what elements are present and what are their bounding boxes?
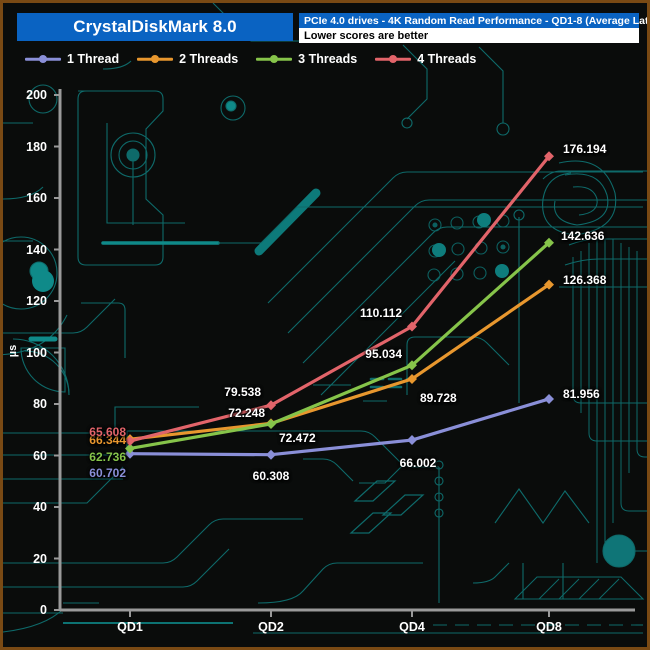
- y-tick-label: 140: [26, 242, 47, 257]
- chart-legend: 1 Thread 2 Threads 3 Threads 4 Threads: [25, 50, 494, 68]
- data-label-2-threads-qd1: 66.344: [89, 433, 126, 448]
- data-point-2-threads-qd4[interactable]: [407, 373, 417, 384]
- data-label-2-threads-qd2: 72.472: [279, 431, 316, 446]
- data-point-1-thread-qd8[interactable]: [544, 393, 554, 404]
- chart-subtitle: PCIe 4.0 drives - 4K Random Read Perform…: [304, 14, 649, 27]
- data-label-1-thread-qd2: 60.308: [252, 468, 290, 483]
- data-point-4-threads-qd2[interactable]: [266, 400, 276, 411]
- legend-item-3-threads[interactable]: 3 Threads: [256, 52, 357, 66]
- y-tick-label: 40: [33, 500, 47, 514]
- y-tick-label: 80: [33, 397, 47, 411]
- legend-label-3-threads: 3 Threads: [298, 52, 358, 66]
- data-label-1-thread-qd4: 66.002: [399, 456, 437, 471]
- data-point-3-threads-qd1[interactable]: [125, 443, 135, 454]
- legend-swatch-2-threads: [137, 54, 174, 64]
- legend-label-1-thread: 1 Thread: [67, 52, 120, 66]
- y-tick-label: 200: [26, 88, 47, 102]
- chart-svg: [54, 89, 635, 617]
- data-point-1-thread-qd2[interactable]: [266, 449, 276, 460]
- chart-plot-area: 0 20 40 60 80 100 120 140 160 180 200 QD1 QD2 QD4 QD8 µ…: [3, 3, 647, 647]
- data-point-3-threads-qd8[interactable]: [544, 237, 554, 248]
- data-label-4-threads-qd2: 79.538: [224, 385, 261, 400]
- legend-item-1-thread[interactable]: 1 Thread: [25, 52, 119, 66]
- y-tick-label: 60: [33, 448, 47, 463]
- data-point-1-thread-qd1[interactable]: [125, 448, 135, 459]
- y-tick-label: 160: [26, 191, 47, 205]
- chart-note: Lower scores are better: [304, 29, 429, 42]
- data-label-2-threads-qd4: 89.728: [420, 390, 457, 405]
- data-label-4-threads-qd1: 65.608: [89, 425, 126, 440]
- app-title: CrystalDiskMark 8.0: [73, 17, 237, 36]
- data-point-2-threads-qd8[interactable]: [544, 279, 554, 290]
- y-tick-label: 20: [33, 551, 47, 566]
- series-line-3-threads[interactable]: [128, 241, 551, 451]
- data-point-4-threads-qd1[interactable]: [125, 436, 135, 447]
- legend-swatch-1-thread: [25, 54, 61, 64]
- data-label-3-threads-qd8: 142.636: [561, 228, 605, 243]
- series-line-4-threads[interactable]: [128, 154, 551, 443]
- data-label-3-threads-qd1: 62.736: [89, 450, 126, 465]
- legend-swatch-3-threads: [256, 54, 293, 64]
- data-point-4-threads-qd8[interactable]: [544, 151, 554, 162]
- x-tick-label-qd1: QD1: [117, 620, 143, 634]
- chart-note-bar: Lower scores are better: [299, 28, 639, 43]
- legend-swatch-4-threads: [375, 54, 412, 64]
- chart-subtitle-bar: PCIe 4.0 drives - 4K Random Read Perform…: [299, 13, 647, 28]
- data-label-1-thread-qd8: 81.956: [563, 386, 600, 401]
- series-line-2-threads[interactable]: [128, 283, 551, 441]
- legend-item-4-threads[interactable]: 4 Threads: [375, 52, 476, 66]
- legend-label-2-threads: 2 Threads: [179, 52, 239, 66]
- y-tick-label: 120: [26, 294, 47, 308]
- app-title-bar: CrystalDiskMark 8.0: [17, 13, 293, 41]
- x-tick-label-qd8: QD8: [536, 620, 562, 634]
- data-point-3-threads-qd2[interactable]: [266, 418, 276, 429]
- x-tick-label-qd4: QD4: [399, 620, 425, 634]
- series-line-1-thread[interactable]: [128, 397, 551, 457]
- legend-item-2-threads[interactable]: 2 Threads: [137, 52, 238, 66]
- data-point-4-threads-qd4[interactable]: [407, 321, 417, 332]
- y-tick-label: 0: [40, 603, 47, 617]
- data-label-4-threads-qd4: 110.112: [359, 306, 402, 321]
- y-tick-label: 100: [26, 345, 47, 360]
- data-label-1-thread-qd1: 60.702: [89, 465, 126, 480]
- x-tick-label-qd2: QD2: [258, 620, 284, 634]
- data-point-3-threads-qd4[interactable]: [407, 360, 417, 371]
- legend-label-4-threads: 4 Threads: [417, 52, 477, 66]
- data-label-2-threads-qd8: 126.368: [563, 272, 607, 287]
- data-label-3-threads-qd4: 95.034: [365, 347, 402, 362]
- y-tick-label: 180: [26, 139, 47, 154]
- data-label-4-threads-qd8: 176.194: [563, 142, 607, 157]
- data-label-3-threads-qd2: 72.248: [228, 405, 265, 420]
- data-point-1-thread-qd4[interactable]: [407, 435, 417, 446]
